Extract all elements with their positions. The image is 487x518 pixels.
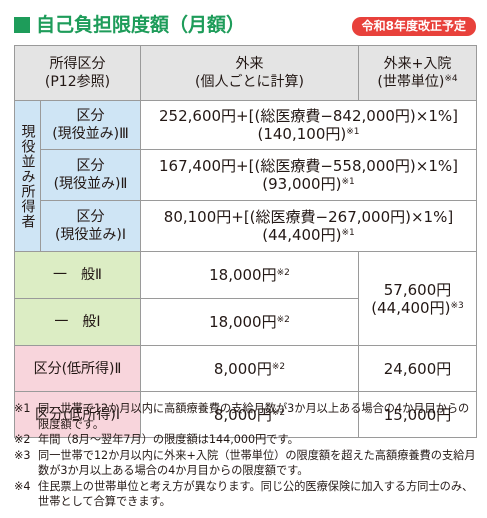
row-label: 区分 (現役並み)Ⅱ bbox=[40, 149, 141, 201]
note: ※4 住民票上の世帯単位と考え方が異なります。同じ公的医療保険に加入する方同士のみ… bbox=[14, 479, 480, 510]
cell-line: (世帯単位)※4 bbox=[359, 73, 476, 91]
row-label: 区分 (現役並み)Ⅰ bbox=[40, 200, 141, 252]
title: 自己負担限度額（月額） bbox=[36, 14, 246, 36]
table-row: 区分(低所得)Ⅱ 8,000円※2 24,600円 bbox=[14, 345, 477, 392]
cell-line: 24,600円 bbox=[383, 359, 452, 378]
cell-line: 8,000円※2 bbox=[141, 406, 358, 424]
cell-line: (93,000円)※1 bbox=[141, 175, 476, 193]
column-header: 外来 (個人ごとに計算) bbox=[140, 45, 359, 101]
group-label: 現役並み所得者 bbox=[14, 100, 41, 252]
cell-text: 8,000円 bbox=[213, 405, 272, 424]
note-text: 同一世帯で12か月以内に高額療養費の支給月数が3か月以上ある場合の4か月目からの… bbox=[38, 402, 470, 431]
cell-line: 区分 bbox=[76, 108, 105, 124]
table-row: 区分 (現役並み)Ⅰ 80,100円+[(総医療費−267,000円)×1%] (44… bbox=[15, 200, 477, 252]
cell-line: (44,400円)※1 bbox=[141, 226, 476, 244]
row-label: 区分(低所得)Ⅰ bbox=[14, 391, 141, 438]
row-label: 区分(低所得)Ⅱ bbox=[14, 345, 141, 392]
cell-line: 区分 bbox=[76, 209, 105, 225]
cell-line: (P12参照) bbox=[44, 74, 111, 90]
cell-line: (140,100円)※1 bbox=[141, 125, 476, 143]
note-mark: ※2 bbox=[14, 433, 31, 446]
cell-line: 区分 bbox=[76, 158, 105, 174]
cell-text: (44,400円) bbox=[371, 298, 451, 317]
cell-line: 15,000円 bbox=[383, 405, 452, 424]
note-text: 同一世帯で12か月以内に外来+入院（世帯単位）の限度額を超えた高額療養費の支給月… bbox=[38, 448, 476, 478]
cell-line: 252,600円+[(総医療費−842,000円)×1%] bbox=[159, 107, 458, 125]
outpatient-cell: 18,000円※2 bbox=[140, 251, 359, 299]
household-cell: 24,600円 bbox=[358, 345, 477, 392]
footnote-mark: ※4 bbox=[444, 74, 458, 84]
cell-line: (現役並み)Ⅲ bbox=[52, 126, 129, 142]
note-mark: ※1 bbox=[14, 402, 31, 415]
cell-text: 8,000円 bbox=[213, 359, 272, 378]
note-text: 住民票上の世帯単位と考え方が異なります。同じ公的医療保険に加入する方同士のみ、世… bbox=[38, 479, 474, 509]
cell-text: (93,000円) bbox=[262, 175, 342, 193]
cell-line: (44,400円)※3 bbox=[359, 299, 476, 317]
cell-line: (個人ごとに計算) bbox=[195, 74, 304, 90]
outpatient-cell: 80,100円+[(総医療費−267,000円)×1%] (44,400円)※1 bbox=[140, 200, 477, 252]
cell-line: 80,100円+[(総医療費−267,000円)×1%] bbox=[163, 208, 454, 226]
cell-line: 167,400円+[(総医療費−558,000円)×1%] bbox=[159, 157, 458, 175]
table-row: 一 般Ⅱ 18,000円※2 57,600円 (44,400円)※3 bbox=[14, 251, 477, 346]
header-row: 所得区分 (P12参照) 外来 (個人ごとに計算) 外来+入院 (世帯単位)※4 bbox=[14, 45, 477, 101]
footnote-mark: ※3 bbox=[450, 300, 464, 311]
table-row: 区分 (現役並み)Ⅱ 167,400円+[(総医療費−558,000円)×1%] (9… bbox=[15, 149, 477, 201]
table-row: 現役並み所得者 区分 (現役並み)Ⅲ 252,600円+[(総医療費−842,000円… bbox=[14, 100, 477, 252]
cell-line: 外来 bbox=[235, 56, 264, 72]
notes: ※1 同一世帯で12か月以内に高額療養費の支給月数が3か月以上ある場合の4か月目か… bbox=[14, 401, 480, 510]
note-text: 年間（8月～翌年7月）の限度額は144,000円です。 bbox=[38, 433, 299, 446]
note-mark: ※4 bbox=[14, 479, 31, 493]
footnote-mark: ※1 bbox=[341, 177, 355, 187]
table-row: 一 般Ⅰ 18,000円※2 bbox=[14, 298, 477, 346]
cell-text: (140,100円) bbox=[257, 125, 347, 143]
title-icon bbox=[14, 17, 30, 33]
column-header: 所得区分 (P12参照) bbox=[14, 45, 141, 101]
cell-line: 区分(低所得)Ⅱ bbox=[33, 360, 122, 377]
table-row: 区分(低所得)Ⅰ 8,000円※2 15,000円 bbox=[14, 391, 477, 438]
badge: 令和8年度改正予定 bbox=[351, 17, 476, 36]
household-cell: 15,000円 bbox=[358, 391, 477, 438]
outpatient-cell: 8,000円※2 bbox=[140, 391, 359, 438]
cell-line: 8,000円※2 bbox=[141, 360, 358, 378]
cell-line: 外来+入院 bbox=[383, 56, 452, 72]
cell-line: 一 般Ⅰ bbox=[54, 314, 101, 330]
cell-line: 区分(低所得)Ⅰ bbox=[34, 406, 121, 423]
cell-text: 18,000円 bbox=[209, 313, 277, 331]
note: ※1 同一世帯で12か月以内に高額療養費の支給月数が3か月以上ある場合の4か月目か… bbox=[14, 401, 480, 432]
outpatient-cell: 167,400円+[(総医療費−558,000円)×1%] (93,000円)※1 bbox=[140, 149, 477, 201]
note-mark: ※3 bbox=[14, 448, 31, 462]
cell-text: (世帯単位) bbox=[377, 74, 445, 90]
footnote-mark: ※1 bbox=[341, 228, 355, 238]
cell-line: 一 般Ⅱ bbox=[53, 267, 102, 283]
outpatient-cell: 8,000円※2 bbox=[140, 345, 359, 392]
cell-line: 所得区分 bbox=[49, 56, 106, 72]
cell-text: (44,400円) bbox=[262, 226, 342, 244]
column-header: 外来+入院 (世帯単位)※4 bbox=[358, 45, 477, 101]
cell-line: 18,000円※2 bbox=[141, 313, 358, 331]
footnote-mark: ※2 bbox=[276, 268, 290, 278]
household-cell: 57,600円 (44,400円)※3 bbox=[358, 251, 477, 346]
outpatient-cell: 18,000円※2 bbox=[140, 298, 359, 346]
footnote-mark: ※2 bbox=[271, 361, 286, 372]
row-label: 区分 (現役並み)Ⅲ bbox=[40, 100, 141, 150]
row-label: 一 般Ⅱ bbox=[14, 251, 141, 299]
cell-line: (現役並み)Ⅰ bbox=[54, 227, 127, 243]
limit-table: 所得区分 (P12参照) 外来 (個人ごとに計算) 外来+入院 (世帯単位)※4 現役並み所… bbox=[14, 45, 477, 438]
footnote-mark: ※2 bbox=[271, 407, 286, 418]
cell-text: 18,000円 bbox=[209, 266, 277, 284]
cell-line: 57,600円 bbox=[383, 280, 452, 299]
footnote-mark: ※1 bbox=[346, 127, 360, 137]
note: ※3 同一世帯で12か月以内に外来+入院（世帯単位）の限度額を超えた高額療養費の支… bbox=[14, 448, 480, 479]
row-label: 一 般Ⅰ bbox=[14, 298, 141, 346]
note: ※2 年間（8月～翌年7月）の限度額は144,000円です。 bbox=[14, 432, 480, 448]
outpatient-cell: 252,600円+[(総医療費−842,000円)×1%] (140,100円)※… bbox=[140, 100, 477, 150]
header: 自己負担限度額（月額） 令和8年度改正予定 bbox=[14, 12, 476, 40]
footnote-mark: ※2 bbox=[276, 315, 290, 325]
cell-line: 18,000円※2 bbox=[141, 266, 358, 284]
cell-line: (現役並み)Ⅱ bbox=[53, 176, 128, 192]
